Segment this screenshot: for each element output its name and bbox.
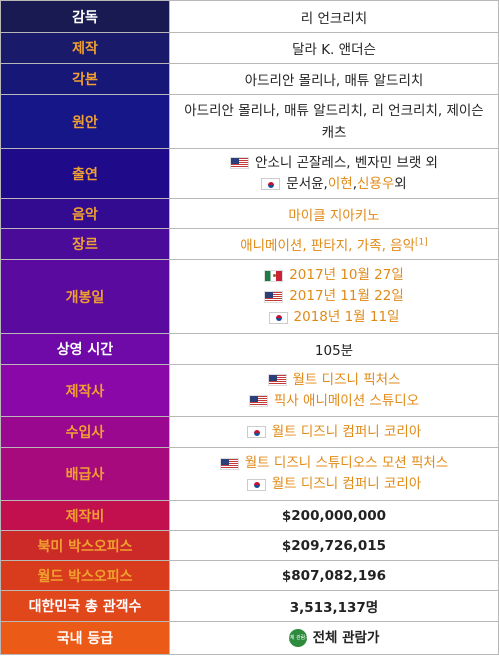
label-director: 감독: [0, 0, 170, 33]
value-screenplay: 아드리안 몰리나, 매튜 알드리치: [169, 63, 499, 95]
row-production: 제작사 월트 디즈니 픽처스 픽사 애니메이션 스튜디오: [0, 364, 499, 417]
cast-kr-1: 문서윤,: [286, 175, 328, 192]
label-importer: 수입사: [0, 416, 170, 448]
infobox-table: 감독 리 언크리치 제작 달라 K. 앤더슨 각본 아드리안 몰리나, 매튜 알…: [0, 0, 499, 655]
cast-kr-sep: ,: [352, 175, 357, 192]
row-runtime: 상영 시간 105분: [0, 333, 499, 365]
genre-ref[interactable]: [1]: [415, 237, 428, 248]
label-producer: 제작: [0, 32, 170, 64]
label-runtime: 상영 시간: [0, 333, 170, 365]
row-budget: 제작비 $200,000,000: [0, 500, 499, 531]
row-boxoffice-world: 월드 박스오피스 $807,082,196: [0, 560, 499, 591]
us-flag-icon: [267, 374, 287, 386]
rating-all-icon: 전체 관람가: [285, 629, 310, 647]
value-music[interactable]: 마이클 지아키노: [169, 198, 499, 229]
row-producer: 제작 달라 K. 앤더슨: [0, 32, 499, 64]
label-production: 제작사: [0, 364, 170, 417]
value-runtime: 105분: [169, 333, 499, 365]
cast-kr-link-2[interactable]: 신용우: [357, 175, 395, 192]
value-production: 월트 디즈니 픽처스 픽사 애니메이션 스튜디오: [169, 364, 499, 417]
rating-text: 전체 관람가: [312, 629, 380, 646]
value-boxoffice-na: $209,726,015: [169, 530, 499, 561]
production-1[interactable]: 월트 디즈니 픽처스: [292, 371, 401, 388]
value-kr-audience: 3,513,137명: [169, 590, 499, 622]
release-date-kr[interactable]: 2018년 1월 11일: [293, 309, 400, 325]
us-flag-icon: [219, 457, 239, 470]
value-director: 리 언크리치: [169, 0, 499, 33]
us-flag-icon: [264, 290, 284, 303]
label-kr-rating: 국내 등급: [0, 621, 170, 655]
row-genre: 장르 애니메이션, 판타지, 가족, 음악[1]: [0, 228, 499, 260]
mx-flag-icon: [264, 269, 284, 282]
value-story: 아드리안 몰리나, 매튜 알드리치, 리 언크리치, 제이슨 캐츠: [169, 94, 499, 149]
row-boxoffice-na: 북미 박스오피스 $209,726,015: [0, 530, 499, 561]
value-distributor: 월트 디즈니 스튜디오스 모션 픽처스 월트 디즈니 컴퍼니 코리아: [169, 447, 499, 501]
row-kr-audience: 대한민국 총 관객수 3,513,137명: [0, 590, 499, 622]
label-release: 개봉일: [0, 259, 170, 334]
kr-flag-icon: [246, 426, 266, 438]
distributor-2[interactable]: 월트 디즈니 컴퍼니 코리아: [271, 476, 422, 492]
row-story: 원안 아드리안 몰리나, 매튜 알드리치, 리 언크리치, 제이슨 캐츠: [0, 94, 499, 149]
row-cast: 출연 안소니 곤잘레스, 벤자민 브랫 외 문서윤, 이현, 신용우 외: [0, 148, 499, 199]
us-flag-icon: [248, 395, 268, 407]
release-date-mx[interactable]: 2017년 10월 27일: [289, 267, 404, 283]
row-importer: 수입사 월트 디즈니 컴퍼니 코리아: [0, 416, 499, 448]
value-release: 2017년 10월 27일 2017년 11월 22일 2018년 1월 11일: [169, 259, 499, 334]
cast-kr-link-1[interactable]: 이현: [327, 175, 353, 192]
label-distributor: 배급사: [0, 447, 170, 501]
row-release: 개봉일 2017년 10월 27일 2017년 11월 22일 2018년 1월…: [0, 259, 499, 334]
row-kr-rating: 국내 등급 전체 관람가 전체 관람가: [0, 621, 499, 655]
value-boxoffice-world: $807,082,196: [169, 560, 499, 591]
genre-links[interactable]: 애니메이션, 판타지, 가족, 음악: [240, 238, 416, 254]
value-cast: 안소니 곤잘레스, 벤자민 브랫 외 문서윤, 이현, 신용우 외: [169, 148, 499, 199]
kr-flag-icon: [246, 478, 266, 491]
label-story: 원안: [0, 94, 170, 149]
importer-link[interactable]: 월트 디즈니 컴퍼니 코리아: [271, 423, 422, 440]
row-director: 감독 리 언크리치: [0, 0, 499, 33]
value-importer: 월트 디즈니 컴퍼니 코리아: [169, 416, 499, 448]
label-budget: 제작비: [0, 500, 170, 531]
row-screenplay: 각본 아드리안 몰리나, 매튜 알드리치: [0, 63, 499, 95]
row-distributor: 배급사 월트 디즈니 스튜디오스 모션 픽처스 월트 디즈니 컴퍼니 코리아: [0, 447, 499, 501]
value-producer: 달라 K. 앤더슨: [169, 32, 499, 64]
kr-flag-icon: [261, 178, 281, 190]
cast-kr-tail: 외: [394, 175, 407, 192]
value-kr-rating: 전체 관람가 전체 관람가: [169, 621, 499, 655]
label-genre: 장르: [0, 228, 170, 260]
cast-us: 안소니 곤잘레스, 벤자민 브랫 외: [255, 154, 438, 171]
label-kr-audience: 대한민국 총 관객수: [0, 590, 170, 622]
label-screenplay: 각본: [0, 63, 170, 95]
label-boxoffice-na: 북미 박스오피스: [0, 530, 170, 561]
value-budget: $200,000,000: [169, 500, 499, 531]
us-flag-icon: [230, 157, 250, 169]
row-music: 음악 마이클 지아키노: [0, 198, 499, 229]
release-date-us[interactable]: 2017년 11월 22일: [289, 288, 404, 304]
production-2[interactable]: 픽사 애니메이션 스튜디오: [273, 392, 420, 409]
value-genre: 애니메이션, 판타지, 가족, 음악[1]: [169, 228, 499, 260]
label-boxoffice-world: 월드 박스오피스: [0, 560, 170, 591]
kr-flag-icon: [268, 311, 288, 324]
label-cast: 출연: [0, 148, 170, 199]
label-music: 음악: [0, 198, 170, 229]
distributor-1[interactable]: 월트 디즈니 스튜디오스 모션 픽처스: [244, 455, 449, 471]
